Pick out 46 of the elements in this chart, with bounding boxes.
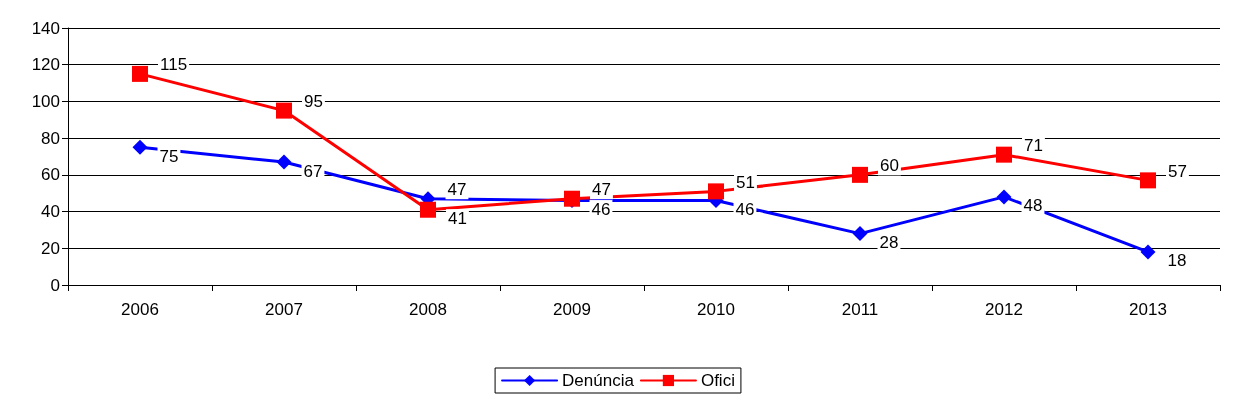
point [276, 154, 292, 170]
point [1140, 172, 1156, 189]
data-label: 18 [1167, 251, 1187, 271]
point [996, 189, 1012, 205]
point [132, 65, 148, 82]
x-tick-label: 2011 [841, 300, 879, 319]
data-label: 47 [592, 180, 611, 200]
y-tick-label: 40 [41, 202, 60, 222]
data-label: 48 [1023, 196, 1043, 216]
point [420, 201, 436, 218]
x-tick-label: 2006 [121, 300, 159, 319]
data-label: 51 [736, 172, 755, 192]
point [996, 146, 1012, 163]
data-label: 115 [160, 55, 188, 75]
legend-label: Ofici [700, 371, 735, 390]
point [132, 139, 148, 155]
data-label: 67 [303, 161, 323, 181]
point [708, 183, 724, 200]
data-label: 47 [447, 180, 467, 200]
y-tick-label: 60 [41, 165, 60, 185]
data-label: 41 [448, 209, 467, 229]
data-label: 75 [159, 146, 179, 166]
point [852, 166, 868, 183]
y-tick-label: 140 [31, 18, 60, 38]
x-tick-label: 2013 [1129, 300, 1167, 319]
data-label: 28 [879, 233, 899, 253]
y-tick-label: 120 [31, 55, 60, 75]
data-label: 46 [735, 200, 755, 220]
data-label: 95 [304, 92, 323, 112]
y-tick-label: 20 [41, 238, 60, 258]
point [1140, 244, 1156, 260]
data-label: 46 [591, 200, 611, 220]
data-label: 71 [1024, 136, 1043, 156]
x-tick-label: 2012 [985, 300, 1023, 319]
y-tick-label: 80 [41, 128, 60, 148]
x-tick-label: 2010 [697, 300, 735, 319]
x-tick-label: 2009 [553, 300, 591, 319]
x-tick-label: 2008 [409, 300, 447, 319]
legend-label: Denúncia [562, 371, 635, 390]
x-tick-label: 2007 [265, 300, 303, 319]
data-label: 60 [880, 156, 899, 176]
point [852, 226, 868, 242]
data-label: 57 [1168, 161, 1187, 181]
point [276, 102, 292, 119]
y-tick-label: 0 [50, 275, 60, 295]
y-tick-label: 100 [31, 91, 60, 111]
